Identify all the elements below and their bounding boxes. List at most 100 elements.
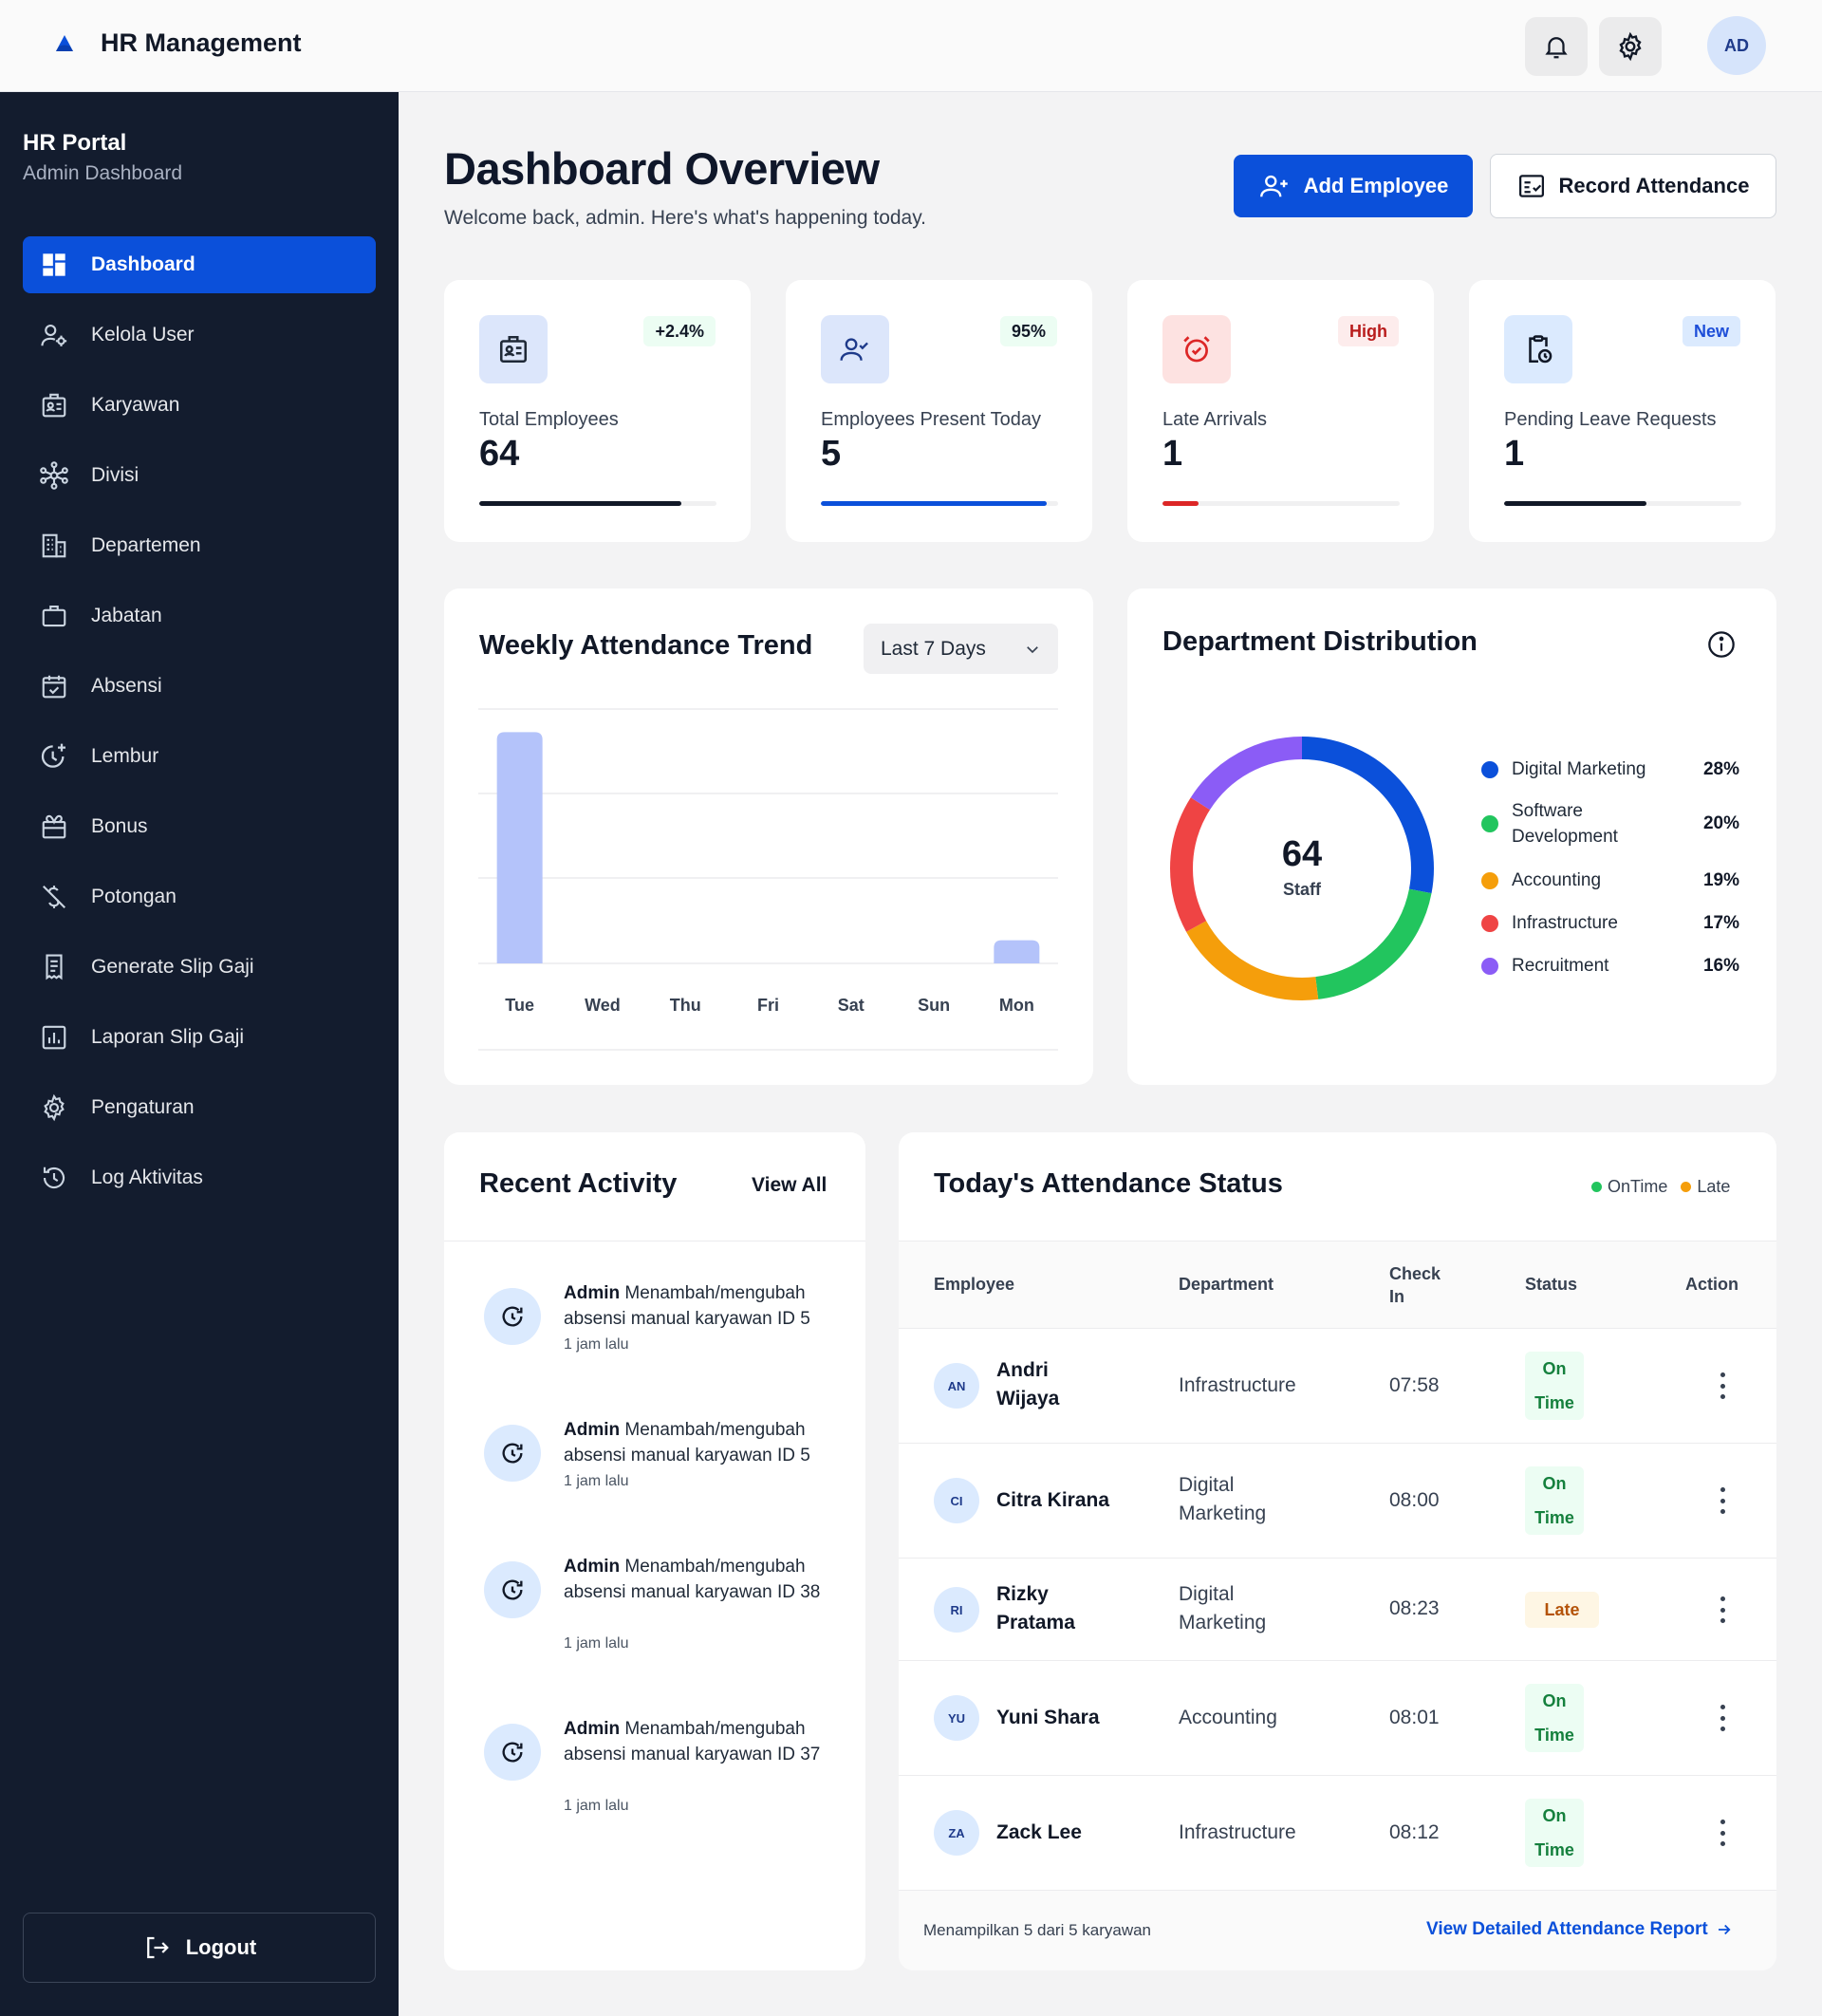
- top-bar: HR Management AD: [0, 0, 1822, 92]
- table-row[interactable]: YU Yuni Shara Accounting 08:01 On Time: [899, 1660, 1776, 1775]
- weekly-attendance-title: Weekly Attendance Trend: [479, 630, 813, 661]
- employee-name: Yuni Shara: [996, 1707, 1100, 1728]
- stat-progress-fill: [479, 501, 681, 506]
- arrow-right-icon: [1716, 1921, 1733, 1938]
- legend-dot-ontime: [1591, 1182, 1602, 1192]
- table-row[interactable]: AN Andri Wijaya Infrastructure 07:58 On …: [899, 1328, 1776, 1443]
- record-attendance-button[interactable]: Record Attendance: [1490, 154, 1776, 218]
- activity-description: Menambah/mengubah absensi manual karyawa…: [564, 1420, 810, 1465]
- range-select[interactable]: Last 7 Days: [864, 624, 1058, 674]
- donut-slice-recruitment[interactable]: [1170, 737, 1434, 1000]
- activity-actor: Admin: [564, 1283, 621, 1303]
- table-row[interactable]: RI Rizky Pratama Digital Marketing 08:23…: [899, 1558, 1776, 1660]
- activity-description: Menambah/mengubah absensi manual karyawa…: [564, 1557, 821, 1602]
- more-options-icon[interactable]: [1717, 1705, 1728, 1731]
- legend-dot-late: [1681, 1182, 1692, 1192]
- legend-pct: 28%: [1702, 758, 1739, 779]
- activity-text: Admin Menambah/mengubah absensi manual k…: [564, 1554, 825, 1605]
- stat-progress-bar: [1504, 501, 1741, 506]
- employee-avatar: AN: [934, 1363, 979, 1409]
- donut-slice-infrastructure[interactable]: [1170, 737, 1434, 1000]
- activity-item[interactable]: Admin Menambah/mengubah absensi manual k…: [479, 1716, 859, 1830]
- logout-button[interactable]: Logout: [23, 1913, 376, 1983]
- sidebar-item-potongan[interactable]: Potongan: [23, 868, 376, 925]
- col-status: Status: [1525, 1275, 1578, 1294]
- legend-dot: [1481, 815, 1498, 832]
- table-row[interactable]: ZA Zack Lee Infrastructure 08:12 On Time: [899, 1775, 1776, 1890]
- legend-name: Accounting: [1512, 870, 1602, 890]
- sidebar-item-label: Generate Slip Gaji: [91, 956, 254, 978]
- sidebar-item-jabatan[interactable]: Jabatan: [23, 588, 376, 644]
- sidebar-item-generate-slip-gaji[interactable]: Generate Slip Gaji: [23, 939, 376, 996]
- activity-item[interactable]: Admin Menambah/mengubah absensi manual k…: [479, 1280, 859, 1375]
- donut-slice-accounting[interactable]: [1170, 737, 1434, 1000]
- more-options-icon[interactable]: [1717, 1820, 1728, 1846]
- sidebar-item-label: Log Aktivitas: [91, 1167, 203, 1188]
- more-options-icon[interactable]: [1717, 1596, 1728, 1623]
- sidebar-item-bonus[interactable]: Bonus: [23, 798, 376, 855]
- activity-text: Admin Menambah/mengubah absensi manual k…: [564, 1716, 825, 1767]
- history-icon: [484, 1288, 541, 1345]
- stat-badge: +2.4%: [643, 316, 716, 346]
- sidebar-item-absensi[interactable]: Absensi: [23, 658, 376, 715]
- legend-dot: [1481, 914, 1498, 932]
- id-badge-icon: [38, 389, 70, 421]
- legend-item: Accounting 19%: [1481, 868, 1739, 893]
- info-icon[interactable]: [1706, 629, 1737, 660]
- stat-card-present-today[interactable]: 95% Employees Present Today 5: [786, 280, 1092, 542]
- bar-mon[interactable]: [994, 940, 1040, 963]
- sidebar-item-departemen[interactable]: Departemen: [23, 517, 376, 574]
- employee-avatar: YU: [934, 1695, 979, 1741]
- stat-card-pending-leave[interactable]: New Pending Leave Requests 1: [1469, 280, 1776, 542]
- sidebar-item-karyawan[interactable]: Karyawan: [23, 377, 376, 434]
- activity-description: Menambah/mengubah absensi manual karyawa…: [564, 1719, 821, 1764]
- more-options-icon[interactable]: [1717, 1372, 1728, 1399]
- settings-button[interactable]: [1599, 17, 1662, 76]
- employee-name: Citra Kirana: [996, 1489, 1110, 1511]
- detailed-report-link[interactable]: View Detailed Attendance Report: [1426, 1919, 1733, 1940]
- building-icon: [38, 530, 70, 562]
- page-title: Dashboard Overview: [444, 143, 880, 194]
- page-subtitle: Welcome back, admin. Here's what's happe…: [444, 207, 927, 229]
- logout-label: Logout: [185, 1935, 257, 1959]
- stat-card-total-employees[interactable]: +2.4% Total Employees 64: [444, 280, 751, 542]
- activity-time: 1 jam lalu: [564, 1798, 629, 1814]
- legend-item: Software Development 20%: [1481, 798, 1739, 849]
- add-employee-button[interactable]: Add Employee: [1234, 155, 1473, 217]
- table-row[interactable]: CI Citra Kirana Digital Marketing 08:00 …: [899, 1443, 1776, 1558]
- stat-progress-fill: [821, 501, 1047, 506]
- bar-tue[interactable]: [496, 732, 543, 963]
- activity-item[interactable]: Admin Menambah/mengubah absensi manual k…: [479, 1554, 859, 1668]
- sidebar-item-label: Potongan: [91, 886, 177, 907]
- bar-report-icon: [38, 1021, 70, 1054]
- sidebar-item-dashboard[interactable]: Dashboard: [23, 236, 376, 293]
- attendance-status-card: Today's Attendance Status OnTime Late Em…: [899, 1132, 1776, 1970]
- app-logo-icon: [53, 33, 76, 54]
- stat-value: 1: [1504, 434, 1525, 474]
- employee-avatar: CI: [934, 1478, 979, 1523]
- legend-name: Digital Marketing: [1512, 759, 1646, 779]
- briefcase-icon: [38, 600, 70, 632]
- notifications-button[interactable]: [1525, 17, 1588, 76]
- activity-item[interactable]: Admin Menambah/mengubah absensi manual k…: [479, 1417, 859, 1512]
- stat-card-late-arrivals[interactable]: High Late Arrivals 1: [1127, 280, 1434, 542]
- department-distribution-card: Department Distribution 64 Staff Digital…: [1127, 588, 1776, 1085]
- gear-icon: [1615, 31, 1645, 62]
- brand[interactable]: HR Management: [53, 28, 302, 58]
- sidebar-item-lembur[interactable]: Lembur: [23, 728, 376, 785]
- employee-department: Infrastructure: [1179, 1821, 1296, 1843]
- sidebar-item-laporan-slip-gaji[interactable]: Laporan Slip Gaji: [23, 1009, 376, 1066]
- legend-item: Digital Marketing 28%: [1481, 756, 1739, 782]
- sidebar-item-kelola-user[interactable]: Kelola User: [23, 307, 376, 364]
- employee-checkin: 08:12: [1389, 1821, 1440, 1843]
- view-all-link[interactable]: View All: [752, 1174, 827, 1196]
- sidebar-item-log-aktivitas[interactable]: Log Aktivitas: [23, 1149, 376, 1206]
- user-avatar[interactable]: AD: [1707, 16, 1766, 75]
- activity-actor: Admin: [564, 1420, 621, 1440]
- x-tick-label: Mon: [999, 996, 1034, 1015]
- sidebar-item-divisi[interactable]: Divisi: [23, 447, 376, 504]
- table-count: Menampilkan 5 dari 5 karyawan: [923, 1921, 1152, 1939]
- more-options-icon[interactable]: [1717, 1487, 1728, 1514]
- legend-dot: [1481, 957, 1498, 975]
- sidebar-item-pengaturan[interactable]: Pengaturan: [23, 1079, 376, 1136]
